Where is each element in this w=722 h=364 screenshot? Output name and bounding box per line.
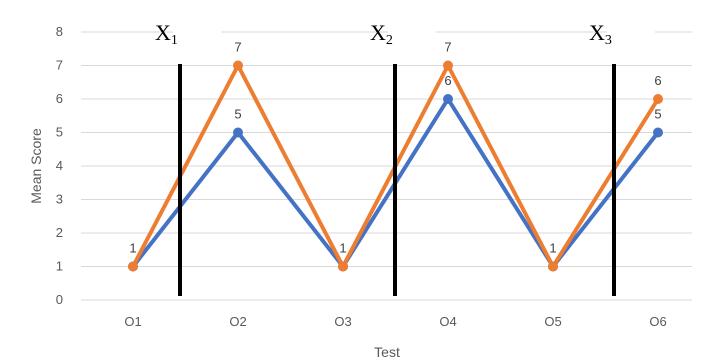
y-tick-label-3: 3	[56, 192, 63, 207]
series-2-data-label-2: 7	[234, 40, 241, 55]
series-1-data-label-2: 5	[234, 107, 241, 122]
series-1-point-6	[653, 127, 663, 138]
marker-subscript-1: 1	[171, 33, 178, 48]
marker-subscript-2: 2	[386, 33, 393, 48]
x-tick-label-o2: O2	[229, 314, 246, 329]
series-2-data-label-3: 1	[339, 241, 346, 256]
x-tick-label-o1: O1	[124, 314, 141, 329]
marker-label-bg-3	[607, 8, 655, 38]
y-tick-label-7: 7	[56, 58, 63, 73]
series-2-point-5	[548, 261, 558, 272]
x-tick-label-o3: O3	[334, 314, 351, 329]
y-axis-ticks: 0 1 2 3 4 5 6 7 8	[56, 24, 63, 307]
y-tick-label-8: 8	[56, 24, 63, 39]
series-2-data-label-6: 6	[654, 73, 661, 88]
y-tick-label-0: 0	[56, 292, 63, 307]
series-1-data-label-6: 5	[654, 107, 661, 122]
series-2-data-label-4: 7	[444, 40, 451, 55]
x-tick-label-o5: O5	[544, 314, 561, 329]
series-2-point-3	[338, 261, 348, 272]
y-axis-title: Mean Score	[28, 128, 44, 204]
y-tick-label-4: 4	[56, 158, 63, 173]
marker-label-bg-1	[173, 8, 221, 38]
series-1-point-2	[233, 127, 243, 138]
gridlines	[81, 31, 692, 301]
y-tick-label-5: 5	[56, 125, 63, 140]
series-2-point-2	[233, 60, 243, 71]
series-1-point-4	[443, 94, 453, 104]
series-2-point-1	[128, 261, 138, 272]
series-2-data-label-1: 1	[129, 241, 136, 256]
y-tick-label-1: 1	[56, 259, 63, 274]
y-tick-label-2: 2	[56, 225, 63, 240]
y-tick-label-6: 6	[56, 91, 63, 106]
x-tick-label-o6: O6	[649, 314, 666, 329]
series-2-data-label-5: 1	[549, 241, 556, 256]
marker-subscript-3: 3	[605, 33, 612, 48]
series-2-point-4	[443, 60, 453, 71]
x-axis-title: Test	[374, 344, 400, 360]
series-1-data-label-4: 6	[444, 73, 451, 88]
marker-label-bg-2	[388, 8, 436, 38]
x-axis-ticks: O1 O2 O3 O4 O5 O6	[124, 314, 666, 329]
x-tick-label-o4: O4	[439, 314, 456, 329]
data-labels: 5 6 5 1 7 1 7 1 6	[129, 40, 661, 256]
series-2-point-6	[653, 94, 663, 104]
